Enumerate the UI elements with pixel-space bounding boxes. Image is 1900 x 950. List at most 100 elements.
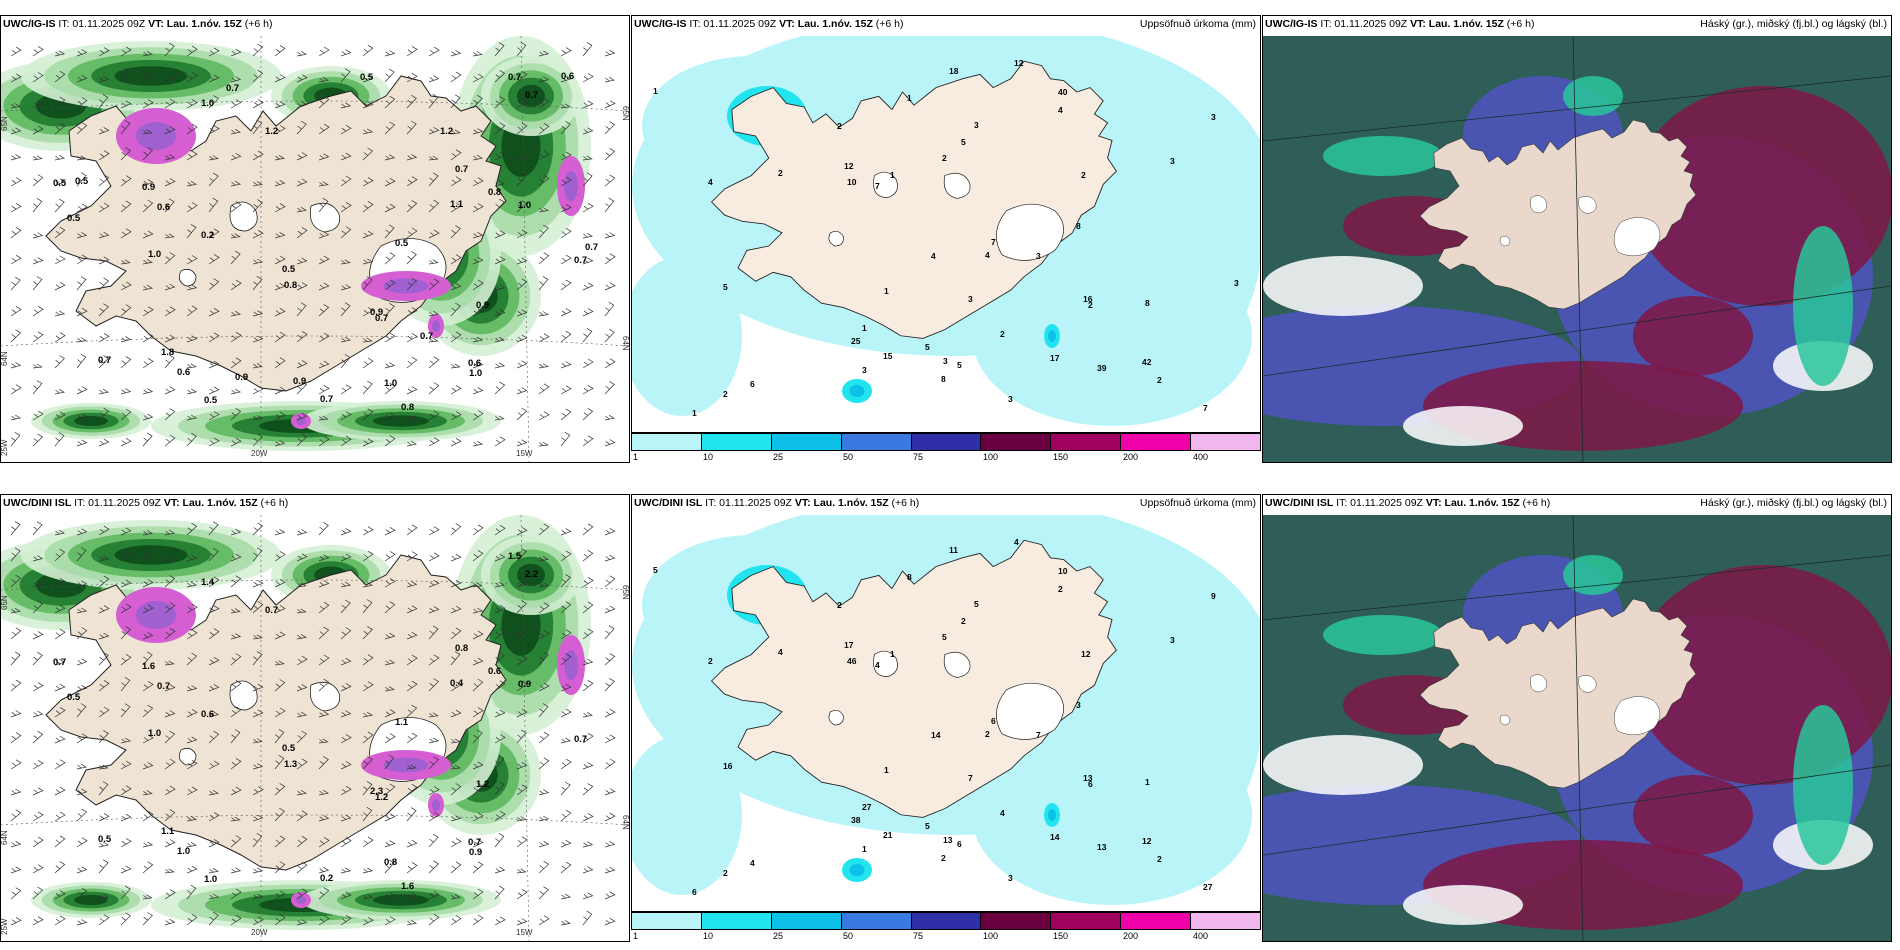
wind-barb	[406, 919, 418, 926]
wind-value-label: 0.6	[157, 202, 170, 213]
wind-barb	[76, 276, 87, 291]
wind-barb	[274, 890, 286, 900]
wind-barb	[516, 784, 528, 796]
wind-barb	[296, 433, 308, 447]
iceland-landmass	[1419, 119, 1697, 310]
wind-barb	[384, 686, 395, 692]
wind-barb	[186, 363, 197, 369]
wind-barb	[450, 363, 461, 369]
wind-map[interactable]: 1.6 1.4 1.1 1.6 0.6 0.8 0.7 0.6 1.3 1.0 0.5 0.7 0.5 2…	[1, 515, 629, 941]
wind-barb	[120, 147, 131, 161]
wind-barb	[164, 252, 176, 265]
wind-barb	[296, 810, 308, 822]
wind-barb	[450, 627, 462, 640]
wind-barb	[340, 837, 352, 848]
wind-barb	[142, 632, 154, 640]
wind-barb	[406, 120, 417, 135]
wind-barb	[32, 730, 44, 744]
wind-barb	[428, 860, 440, 874]
panel-igis-clouds: UWC/IG-IS IT: 01.11.2025 09Z VT: Lau. 1.…	[1262, 15, 1892, 463]
wind-barb	[230, 437, 242, 447]
wind-barb	[252, 601, 264, 614]
gust-shading	[136, 122, 176, 150]
wind-barb	[208, 605, 220, 614]
wind-barb	[384, 892, 396, 900]
cloud-map[interactable]	[1263, 515, 1891, 941]
wind-barb	[450, 523, 462, 536]
wind-barb	[54, 786, 66, 796]
wind-barb	[252, 832, 263, 848]
precip-value-label: 25	[851, 336, 861, 346]
wind-barb	[164, 785, 176, 796]
cloud-map[interactable]	[1263, 36, 1891, 462]
precip-value-label: 2	[1058, 584, 1063, 594]
wind-barb	[516, 548, 527, 562]
wind-barb	[252, 547, 263, 562]
wind-barb	[362, 581, 373, 588]
wind-map[interactable]: 0.8 1.0 1.8 0.9 0.8 1.0 0.7 0.2 0.8 0.6 0.7 0.5 0.5 0…	[1, 36, 629, 462]
wind-barb	[186, 522, 198, 536]
wind-barb	[428, 712, 439, 718]
colorbar-segment	[1121, 913, 1192, 929]
wind-barb	[186, 432, 197, 447]
wind-barb	[318, 626, 330, 640]
precip-value-label: 10	[847, 177, 857, 187]
wind-barb	[54, 735, 66, 744]
wind-barb	[10, 154, 22, 161]
wind-barb	[230, 786, 242, 796]
wind-barb	[318, 815, 330, 822]
wind-barb	[340, 226, 352, 239]
wind-barb	[406, 277, 418, 291]
precip-value-label: 6	[991, 716, 996, 726]
wind-value-label: 0.4	[450, 678, 464, 689]
colorbar-segment	[1051, 434, 1122, 450]
wind-barb	[252, 415, 263, 421]
wind-barb	[296, 529, 308, 536]
colorbar-tick-label: 10	[703, 931, 714, 941]
wind-barb	[428, 654, 440, 666]
wind-barb	[274, 861, 286, 874]
wind-barb	[406, 783, 418, 796]
wind-barb	[98, 652, 109, 666]
wind-barb	[340, 528, 352, 536]
wind-barb	[32, 864, 44, 874]
wind-barb	[318, 601, 330, 614]
wind-barb	[10, 306, 22, 317]
cloud-layer-shading	[1793, 226, 1853, 386]
wind-barb	[538, 383, 550, 395]
wind-barb	[252, 150, 264, 161]
wind-barb	[32, 363, 43, 369]
wind-barb	[582, 783, 594, 796]
wind-barb	[516, 888, 528, 900]
wind-barb	[252, 310, 264, 317]
precip-value-label: 2	[708, 656, 713, 666]
wind-barb	[472, 361, 484, 369]
wind-barb	[164, 868, 175, 874]
precip-value-label: 13	[1083, 773, 1093, 783]
wind-value-label: 0.5	[360, 72, 374, 83]
wind-barb	[120, 175, 132, 187]
wind-speed-shading	[517, 563, 545, 587]
precip-value-label: 6	[692, 887, 697, 897]
colorbar-segment	[632, 913, 702, 929]
wind-value-label: 0.8	[488, 187, 501, 198]
wind-barb	[450, 437, 462, 447]
wind-barb	[428, 811, 440, 822]
wind-barb	[252, 199, 263, 213]
model-name: UWC/IG-IS	[3, 18, 56, 30]
wind-barb	[450, 651, 461, 666]
wind-value-label: 1.8	[161, 347, 174, 358]
wind-barb	[318, 46, 330, 57]
wind-barb	[516, 868, 527, 874]
wind-barb	[54, 915, 66, 926]
glacier	[229, 201, 258, 232]
wind-barb	[208, 893, 220, 900]
wind-barb	[516, 836, 528, 848]
wind-barb	[10, 916, 22, 926]
wind-barb	[406, 764, 417, 770]
wind-value-label: 0.7	[574, 255, 587, 266]
wind-barb	[252, 43, 264, 57]
precip-value-label: 3	[1076, 700, 1081, 710]
